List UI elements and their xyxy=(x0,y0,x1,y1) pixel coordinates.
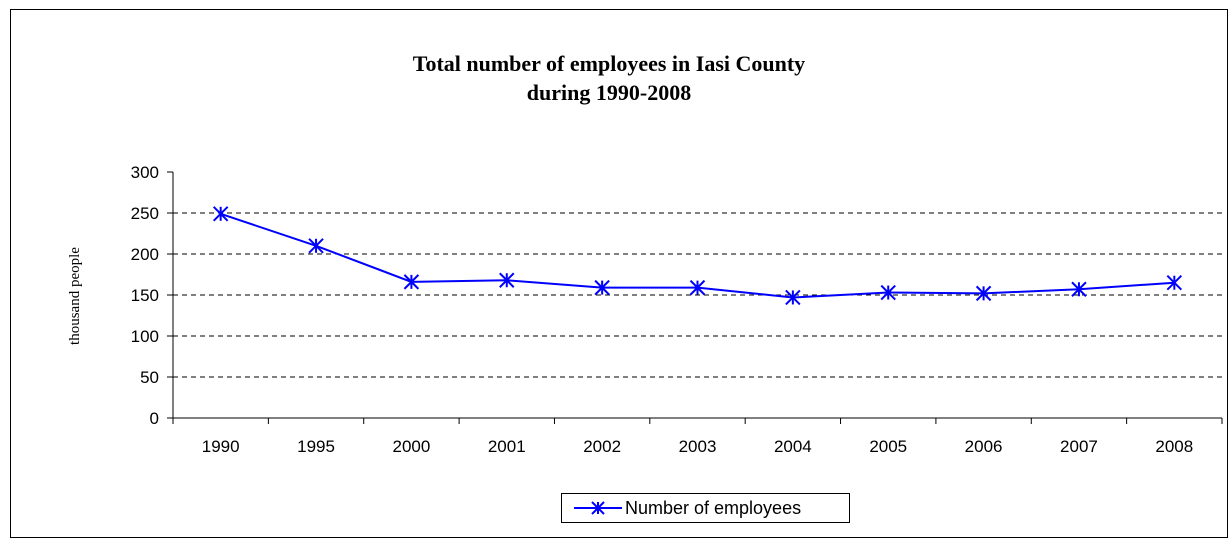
marker-stroke-2 xyxy=(594,279,610,296)
data-point-2000 xyxy=(403,274,420,290)
data-point-2003 xyxy=(689,279,706,296)
y-axis-label: thousand people xyxy=(67,247,83,345)
y-tick-label-0: 0 xyxy=(150,409,159,428)
x-tick-label-2004: 2004 xyxy=(774,437,812,456)
y-tick-label-50: 50 xyxy=(140,368,159,387)
marker-stroke-2 xyxy=(212,206,229,222)
data-point-2004 xyxy=(785,289,801,306)
data-series xyxy=(212,206,1183,306)
data-point-1995 xyxy=(308,238,324,254)
chart-title-line-2: during 1990-2008 xyxy=(526,80,692,105)
x-tick-label-1990: 1990 xyxy=(202,437,240,456)
asterisk-marker-icon xyxy=(591,501,605,515)
legend-label-number-of-employees: Number of employees xyxy=(625,498,802,518)
legend-marker xyxy=(574,501,622,515)
y-tick-label-100: 100 xyxy=(131,327,159,346)
y-tick-label-250: 250 xyxy=(131,204,159,223)
marker-stroke-2 xyxy=(308,238,324,254)
marker-stroke-2 xyxy=(880,284,896,301)
marker-stroke-2 xyxy=(689,279,706,296)
chart-title: Total number of employees in Iasi County… xyxy=(0,49,1218,107)
x-tick-label-2002: 2002 xyxy=(583,437,621,456)
marker-stroke-2 xyxy=(499,272,515,288)
x-tick-label-2003: 2003 xyxy=(679,437,717,456)
marker-stroke-2 xyxy=(1071,281,1087,297)
data-point-2005 xyxy=(880,284,896,301)
y-tick-label-150: 150 xyxy=(131,286,159,305)
marker-stroke-2 xyxy=(1166,274,1183,291)
x-tick-label-2008: 2008 xyxy=(1155,437,1193,456)
data-point-2006 xyxy=(975,285,992,302)
data-point-2007 xyxy=(1071,281,1087,297)
x-tick-label-2005: 2005 xyxy=(869,437,907,456)
x-tick-label-2007: 2007 xyxy=(1060,437,1098,456)
chart-frame xyxy=(10,9,1228,538)
data-point-2008 xyxy=(1166,274,1183,291)
data-point-2001 xyxy=(499,272,515,288)
x-tick-label-2006: 2006 xyxy=(965,437,1003,456)
legend: Number of employees xyxy=(561,493,850,523)
marker-stroke-2 xyxy=(403,274,420,290)
data-point-1990 xyxy=(212,206,229,222)
x-tick-label-2001: 2001 xyxy=(488,437,526,456)
marker-stroke-2 xyxy=(975,285,992,302)
chart-title-line-1: Total number of employees in Iasi County xyxy=(412,51,806,76)
y-tick-label-200: 200 xyxy=(131,245,159,264)
x-tick-label-1995: 1995 xyxy=(297,437,335,456)
grid-lines xyxy=(173,212,1222,378)
data-point-2002 xyxy=(594,279,610,296)
x-tick-label-2000: 2000 xyxy=(392,437,430,456)
marker-stroke-2 xyxy=(785,289,801,306)
y-tick-label-300: 300 xyxy=(131,163,159,182)
axes: 0 50 100 150 200 250 300 1990 1995 2000 2001 2002 20… xyxy=(131,163,1223,456)
